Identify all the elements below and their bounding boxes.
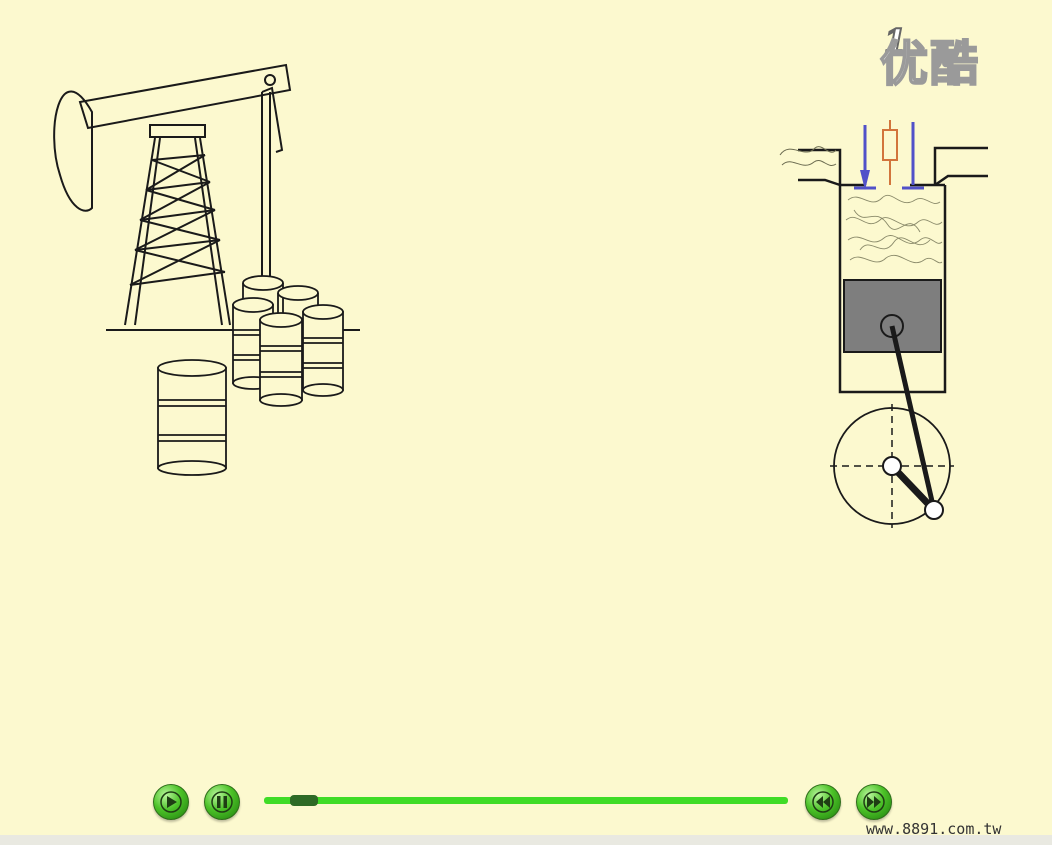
- progress-bar[interactable]: [264, 795, 788, 806]
- engine-piston-illustration: [779, 120, 988, 528]
- pause-icon: [211, 791, 233, 813]
- fast-forward-icon: [863, 791, 885, 813]
- fast-forward-button[interactable]: [856, 784, 892, 820]
- play-button[interactable]: [153, 784, 189, 820]
- progress-thumb[interactable]: [290, 795, 319, 806]
- playback-controls: [140, 778, 910, 824]
- play-icon: [160, 791, 182, 813]
- oil-pumpjack-illustration: [53, 63, 360, 476]
- watermark-badge-digit: 1: [884, 22, 906, 60]
- rewind-icon: [812, 791, 834, 813]
- bottom-strip: [0, 835, 1052, 845]
- pause-button[interactable]: [204, 784, 240, 820]
- watermark-logo-mark: 1: [883, 21, 907, 61]
- source-url-text: www.8891.com.tw: [866, 820, 1002, 838]
- watermark-logo-text: 优酷: [879, 36, 981, 92]
- rewind-button[interactable]: [805, 784, 841, 820]
